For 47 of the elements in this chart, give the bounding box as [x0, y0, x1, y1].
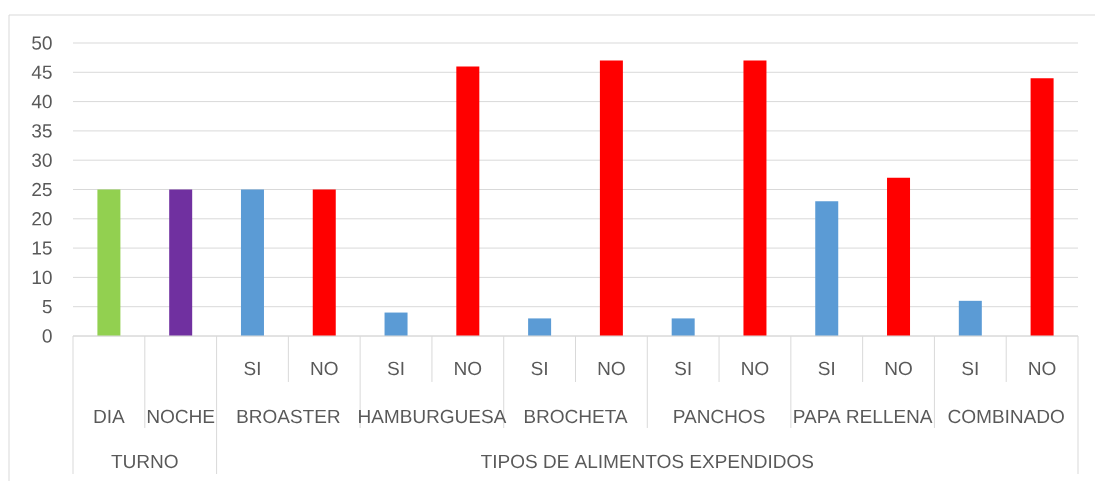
y-tick-label: 15	[32, 241, 52, 255]
x-tick-label: NO	[455, 361, 482, 376]
bar	[887, 177, 911, 336]
x-tick-label: NO	[1029, 361, 1056, 376]
y-tick-label: 35	[32, 124, 52, 138]
y-tick-label: 25	[32, 182, 52, 197]
x-tick-label: SI	[387, 361, 404, 376]
text: NOCHE	[147, 409, 215, 424]
text: PAPA RELLENA	[794, 409, 933, 423]
text: BROCHETA	[524, 409, 628, 424]
y-tick-label: 20	[32, 212, 52, 226]
text: DIA	[94, 409, 125, 423]
text: HAMBURGUESA	[359, 409, 507, 424]
x-tick-label: SI	[244, 361, 260, 376]
bar	[456, 66, 480, 336]
text: PANCHOS	[674, 409, 765, 424]
x-tick-label: NO	[311, 361, 338, 376]
x-tick-label: SI	[675, 361, 691, 376]
x-tick-label: NO	[742, 361, 769, 376]
bar	[169, 189, 193, 336]
x-tick-label: NO	[885, 361, 912, 376]
text: COMBINADO	[948, 409, 1064, 424]
y-tick-label: 30	[32, 153, 52, 167]
bar	[97, 189, 121, 336]
y-tick-label: 10	[32, 270, 52, 285]
y-tick-label: 45	[31, 65, 52, 79]
x-tick-label: NO	[598, 361, 625, 376]
bar	[240, 189, 264, 336]
text: TURNO	[111, 454, 178, 469]
y-tick-label: 0	[42, 329, 52, 343]
bar	[528, 318, 552, 336]
bar	[671, 318, 695, 336]
bar	[1030, 78, 1054, 336]
y-tick-label: 50	[32, 36, 52, 50]
bar	[312, 189, 336, 336]
bar	[384, 312, 408, 336]
bar	[599, 60, 623, 336]
text: TIPOS DE ALIMENTOS EXPENDIDOS	[481, 454, 814, 469]
bar	[815, 201, 839, 336]
x-tick-label: SI	[962, 361, 978, 376]
bar	[743, 60, 767, 336]
text: BROASTER	[237, 409, 340, 424]
x-tick-label: SI	[531, 361, 547, 376]
y-tick-label: 5	[42, 300, 52, 314]
bar	[958, 300, 982, 336]
x-tick-label: SI	[818, 361, 834, 376]
y-tick-label: 40	[31, 94, 52, 109]
